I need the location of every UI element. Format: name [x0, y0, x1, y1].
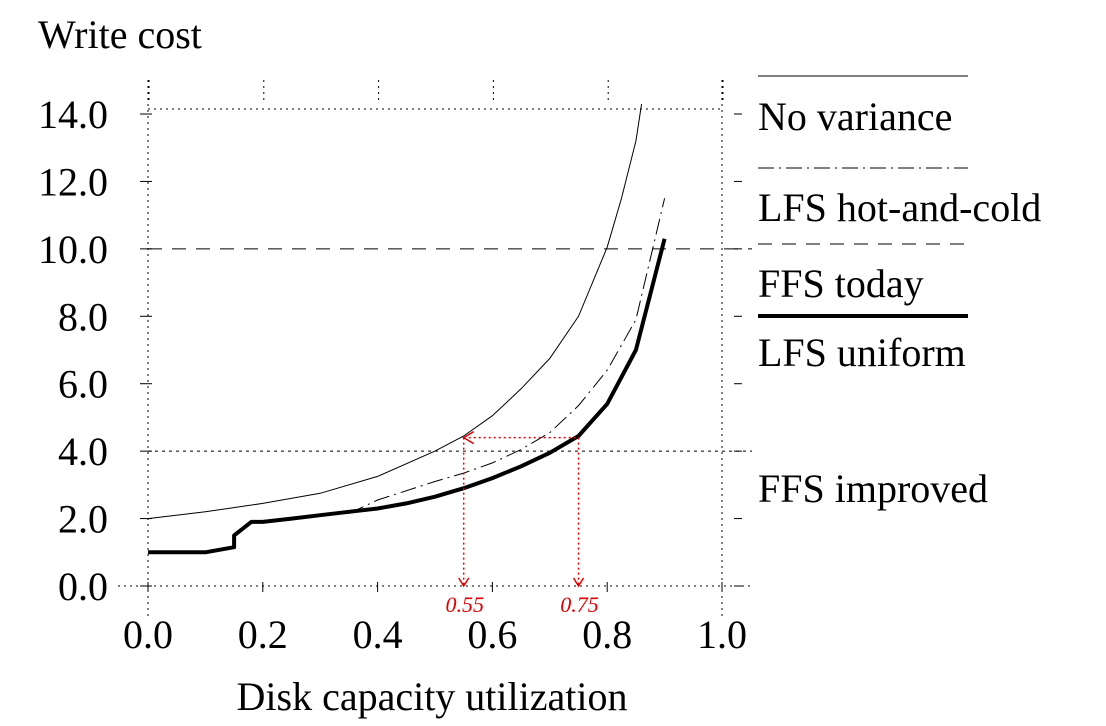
legend-no-variance-label: No variance	[758, 94, 952, 139]
axes: 0.02.04.06.08.010.012.014.00.0 0.2 0.4 0.6 0…	[38, 80, 752, 657]
y-tick-label: 10.0	[38, 227, 108, 272]
y-tick-label: 4.0	[58, 429, 108, 474]
x-tick-label: 0.6	[467, 612, 517, 657]
annotations: 0.55 0.75	[445, 431, 599, 617]
chart-title: Write cost	[38, 12, 202, 57]
x-tick-label: 0.8	[582, 612, 632, 657]
legend-ffs-today-label: FFS today	[758, 261, 924, 306]
y-tick-label: 6.0	[58, 362, 108, 407]
annotation-arrowhead	[458, 577, 470, 588]
reference-lines	[148, 248, 752, 452]
series-line-lfs-uniform	[148, 238, 667, 555]
annotation-arrowhead	[572, 577, 585, 588]
legend-lfs-hot-and-cold-label: LFS hot-and-cold	[758, 185, 1041, 230]
x-tick-label: 0.4	[353, 612, 403, 657]
annotation-label: 0.55	[445, 592, 484, 617]
x-tick-label: 0.2	[238, 612, 288, 657]
x-tick-label: 1.0	[697, 612, 747, 657]
y-tick-label: 2.0	[58, 497, 108, 542]
x-axis-label: Disk capacity utilization	[237, 674, 628, 719]
x-tick-label: 0.0	[123, 612, 173, 657]
legend-lfs-uniform-label: LFS uniform	[758, 330, 966, 375]
series-line-no-variance	[147, 103, 643, 520]
y-tick-label: 14.0	[38, 92, 108, 137]
y-tick-label: 0.0	[58, 564, 108, 609]
y-tick-label: 8.0	[58, 294, 108, 339]
y-tick-label: 12.0	[38, 159, 108, 204]
annotation-label: 0.75	[560, 592, 599, 617]
series-line-lfs-hot-and-cold	[348, 198, 666, 514]
series	[147, 103, 667, 555]
legend: No variance LFS hot-and-cold FFS today LFS …	[758, 75, 1041, 511]
legend-ffs-improved-label: FFS improved	[758, 466, 988, 511]
